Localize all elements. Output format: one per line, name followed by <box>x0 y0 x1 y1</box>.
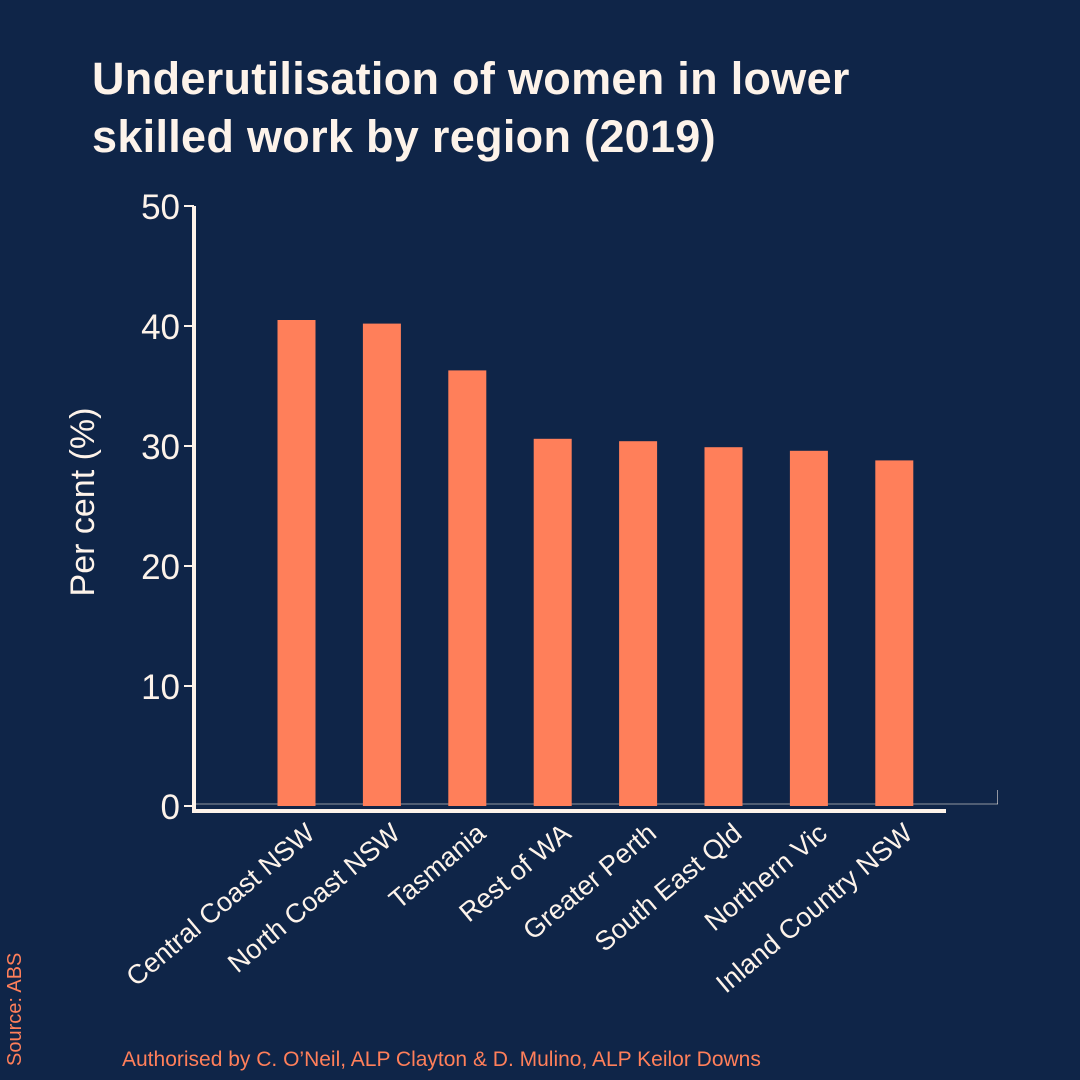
bar <box>362 323 401 806</box>
bar <box>533 438 572 806</box>
y-axis-label: Per cent (%) <box>64 408 102 597</box>
y-tick-label: 10 <box>141 668 180 707</box>
x-tick-label: South East Qld <box>589 818 747 958</box>
source-note: Source: ABS <box>4 952 26 1066</box>
authorisation-footer: Authorised by C. O’Neil, ALP Clayton & D… <box>122 1048 761 1071</box>
bar <box>619 441 658 806</box>
y-tick-label: 40 <box>141 308 180 347</box>
y-tick-label: 0 <box>161 788 180 827</box>
chart-title-line-1: Underutilisation of women in lower <box>92 53 850 104</box>
bar <box>448 370 487 806</box>
y-tick-label: 50 <box>141 188 180 227</box>
bar <box>277 320 316 806</box>
y-tick-label: 30 <box>141 428 180 467</box>
chart-title-line-2: skilled work by region (2019) <box>92 111 716 162</box>
bar <box>789 450 828 806</box>
y-tick-label: 20 <box>141 548 180 587</box>
bar <box>704 447 743 806</box>
bar <box>875 460 914 806</box>
chart-title: Underutilisation of women in lower skill… <box>92 50 1032 166</box>
